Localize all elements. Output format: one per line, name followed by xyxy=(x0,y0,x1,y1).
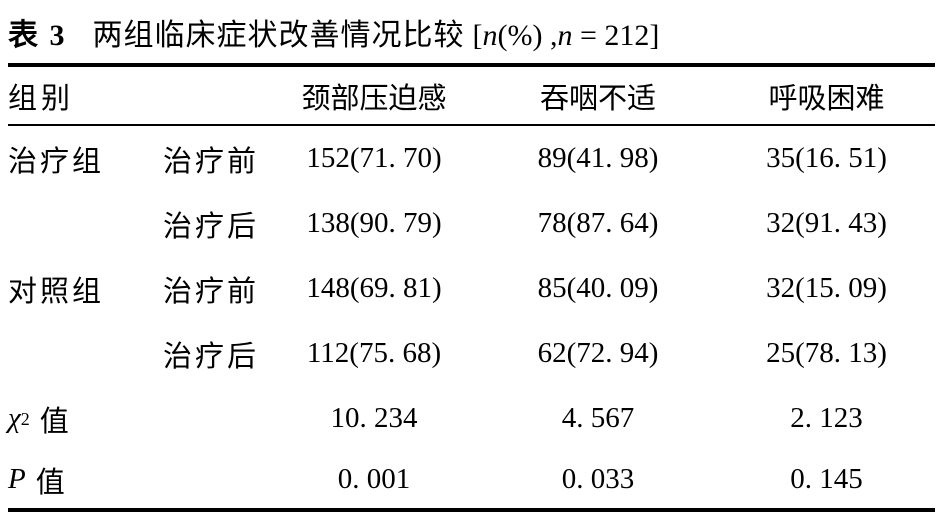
note-bracket-open: [ xyxy=(472,19,483,52)
p-breath-value: 0. 145 xyxy=(790,463,863,495)
table-row-treatment-after: 治疗后 138(90. 79) 78(87. 64) 32(91. 43) xyxy=(8,191,935,256)
p-symbol: P xyxy=(8,463,26,495)
cell-phase: 治疗后 xyxy=(163,210,260,243)
cell-group xyxy=(8,321,163,386)
table-title: 表 3 两组临床症状改善情况比较 [n(%) ,n = 212] xyxy=(0,0,942,63)
table-row-treatment-before: 治疗组 治疗前 152(71. 70) 89(41. 98) 35(16. 51… xyxy=(8,126,935,191)
cell-group: 治疗组 xyxy=(8,145,105,178)
cell-neck-value: 148(69. 81) xyxy=(306,272,442,304)
table-row-control-before: 对照组 治疗前 148(69. 81) 85(40. 09) 32(15. 09… xyxy=(8,256,935,321)
note-n-symbol: n xyxy=(482,19,498,52)
data-table: 组别 颈部压迫感 吞咽不适 呼吸困难 治疗组 治疗前 152(71. 70) 8… xyxy=(8,63,935,512)
cell-breath-value: 32(15. 09) xyxy=(766,272,887,304)
cell-group xyxy=(8,191,163,256)
header-swallow-discomfort: 吞咽不适 xyxy=(539,82,656,115)
note-percent: (%) , xyxy=(497,19,558,52)
chi-neck-value: 10. 234 xyxy=(330,402,418,434)
cell-swallow-value: 85(40. 09) xyxy=(537,272,659,304)
header-breath-difficulty: 呼吸困难 xyxy=(768,82,885,115)
cell-breath-value: 25(78. 13) xyxy=(766,337,887,369)
header-neck-pressure: 颈部压迫感 xyxy=(301,82,447,115)
header-group: 组别 xyxy=(8,82,75,115)
note-sample-size: = 212 xyxy=(572,19,650,52)
cell-group: 对照组 xyxy=(8,275,105,308)
cell-breath-value: 32(91. 43) xyxy=(766,207,887,239)
cell-neck-value: 112(75. 68) xyxy=(306,337,442,369)
cell-swallow-value: 78(87. 64) xyxy=(537,207,659,239)
cell-neck-value: 138(90. 79) xyxy=(306,207,442,239)
cell-phase: 治疗后 xyxy=(163,340,260,373)
chi-label-suffix: 值 xyxy=(39,405,69,438)
table-caption: 两组临床症状改善情况比较 xyxy=(92,19,465,52)
cell-phase: 治疗前 xyxy=(163,145,260,178)
table-number-label: 表 3 xyxy=(8,19,67,52)
table-row-control-after: 治疗后 112(75. 68) 62(72. 94) 25(78. 13) xyxy=(8,321,935,386)
cell-swallow-value: 62(72. 94) xyxy=(537,337,659,369)
chi-swallow-value: 4. 567 xyxy=(561,402,635,434)
chi-breath-value: 2. 123 xyxy=(790,402,863,434)
cell-phase: 治疗前 xyxy=(163,275,260,308)
cell-breath-value: 35(16. 51) xyxy=(766,142,887,174)
cell-neck-value: 152(71. 70) xyxy=(306,142,442,174)
note-n-symbol-2: n xyxy=(557,19,573,52)
table-note: [n(%) ,n = 212] xyxy=(473,19,660,52)
p-label-suffix: 值 xyxy=(35,466,65,499)
p-neck-value: 0. 001 xyxy=(337,463,411,495)
cell-swallow-value: 89(41. 98) xyxy=(537,142,659,174)
note-bracket-close: ] xyxy=(649,19,660,52)
p-swallow-value: 0. 033 xyxy=(561,463,635,495)
table-header-row: 组别 颈部压迫感 吞咽不适 呼吸困难 xyxy=(8,67,935,126)
chi-symbol: χ xyxy=(8,402,21,434)
